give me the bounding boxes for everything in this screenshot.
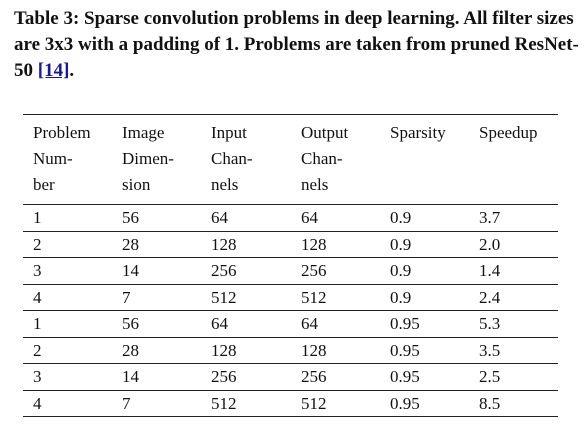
column-header-line: Problem (33, 123, 91, 142)
table-cell-problem-number: 4 (33, 287, 42, 307)
table-cell-input-channels: 64 (211, 314, 228, 333)
table-cell-sparsity: 0.95 (390, 314, 420, 333)
column-header-input-channels: Input Chan-nels (201, 115, 291, 205)
table-cell-speedup: 2.5 (479, 367, 501, 386)
table-cell-output-channels: 256 (301, 367, 327, 386)
table-row: 2 28 128 128 0.9 2.0 (23, 231, 558, 258)
table-cell-output-channels: 512 (301, 393, 327, 413)
table-cell-speedup: 8.5 (479, 393, 501, 413)
table-cell-sparsity: 0.9 (390, 261, 412, 280)
table-cell-image-dimension: 28 (122, 340, 139, 360)
column-header-line: Chan- (301, 149, 343, 168)
table-row: 1 56 64 64 0.95 5.3 (23, 311, 558, 337)
table-caption: Table 3: Sparse convolution problems in … (14, 6, 580, 84)
table-cell-output-channels: 256 (301, 261, 327, 280)
table-row: 3 14 256 256 0.95 2.5 (23, 364, 558, 390)
citation-link[interactable]: [14] (37, 60, 70, 81)
table-cell-problem-number: 3 (33, 261, 42, 280)
table-cell-output-channels: 512 (301, 287, 327, 307)
column-header-speedup: Speedup (469, 115, 558, 205)
table-cell-problem-number: 2 (33, 234, 42, 254)
column-header-image-dimension: Image Dimen-sion (112, 115, 201, 205)
table-cell-speedup: 3.5 (479, 340, 501, 360)
table-header: Problem Num-ber Image Dimen-sion Input Chan-n… (23, 114, 558, 205)
table-cell-image-dimension: 56 (122, 208, 139, 227)
table-cell-sparsity: 0.95 (390, 393, 420, 413)
table-cell-problem-number: 4 (33, 393, 42, 413)
caption-label: Table 3: (14, 8, 80, 29)
table-row: 3 14 256 256 0.9 1.4 (23, 258, 558, 284)
table-cell-speedup: 1.4 (479, 261, 501, 280)
column-header-line: Image (122, 123, 165, 142)
column-header-line: Sparsity (390, 123, 446, 142)
column-header-line: Chan- (211, 149, 253, 168)
column-header-line: Speedup (479, 123, 538, 142)
table-cell-output-channels: 128 (301, 234, 327, 254)
table-cell-sparsity: 0.95 (390, 340, 420, 360)
table-cell-problem-number: 2 (33, 340, 42, 360)
column-header-line: sion (122, 175, 151, 194)
table-cell-output-channels: 64 (301, 314, 318, 333)
table-cell-image-dimension: 56 (122, 314, 139, 333)
column-header-line: Num- (33, 149, 73, 168)
table-row: 4 7 512 512 0.95 8.5 (23, 390, 558, 417)
table-cell-input-channels: 512 (211, 287, 237, 307)
table-cell-speedup: 5.3 (479, 314, 501, 333)
table-body: 1 56 64 64 0.9 3.7 2 28 128 128 0.9 2.0 3 14 256 256 0.9… (23, 205, 558, 417)
column-header-line: Input (211, 123, 247, 142)
table-cell-image-dimension: 14 (122, 367, 139, 386)
problems-table-container: Problem Num-ber Image Dimen-sion Input Chan-n… (23, 114, 558, 417)
table-cell-image-dimension: 7 (122, 287, 131, 307)
caption-text: Sparse convolution problems in deep lear… (14, 8, 579, 81)
table-cell-output-channels: 64 (301, 208, 318, 227)
table-cell-problem-number: 1 (33, 208, 42, 227)
table-cell-image-dimension: 14 (122, 261, 139, 280)
table-cell-speedup: 3.7 (479, 208, 501, 227)
column-header-output-channels: Output Chan-nels (291, 115, 380, 205)
header-row: Problem Num-ber Image Dimen-sion Input Chan-n… (23, 114, 558, 205)
table-cell-input-channels: 128 (211, 340, 237, 360)
column-header-line: nels (211, 175, 239, 194)
table-cell-problem-number: 3 (33, 367, 42, 386)
table-cell-output-channels: 128 (301, 340, 327, 360)
column-header-line: Output (301, 123, 349, 142)
column-header-line: Dimen- (122, 149, 174, 168)
table-cell-input-channels: 512 (211, 393, 237, 413)
table-cell-input-channels: 128 (211, 234, 237, 254)
table-cell-image-dimension: 28 (122, 234, 139, 254)
table-cell-input-channels: 256 (211, 261, 237, 280)
sparse-convolution-table: Problem Num-ber Image Dimen-sion Input Chan-n… (23, 114, 558, 417)
table-cell-sparsity: 0.9 (390, 234, 412, 254)
table-row: 4 7 512 512 0.9 2.4 (23, 284, 558, 311)
table-cell-image-dimension: 7 (122, 393, 131, 413)
caption-end: . (69, 60, 75, 81)
column-header-sparsity: Sparsity (380, 115, 469, 205)
table-cell-sparsity: 0.9 (390, 208, 412, 227)
table-cell-problem-number: 1 (33, 314, 42, 333)
column-header-problem-number: Problem Num-ber (23, 115, 112, 205)
table-cell-input-channels: 256 (211, 367, 237, 386)
table-row: 2 28 128 128 0.95 3.5 (23, 337, 558, 364)
table-cell-sparsity: 0.95 (390, 367, 420, 386)
table-cell-speedup: 2.0 (479, 234, 501, 254)
table-cell-speedup: 2.4 (479, 287, 501, 307)
column-header-line: nels (301, 175, 329, 194)
table-row: 1 56 64 64 0.9 3.7 (23, 205, 558, 231)
column-header-line: ber (33, 175, 55, 194)
table-cell-sparsity: 0.9 (390, 287, 412, 307)
table-cell-input-channels: 64 (211, 208, 228, 227)
